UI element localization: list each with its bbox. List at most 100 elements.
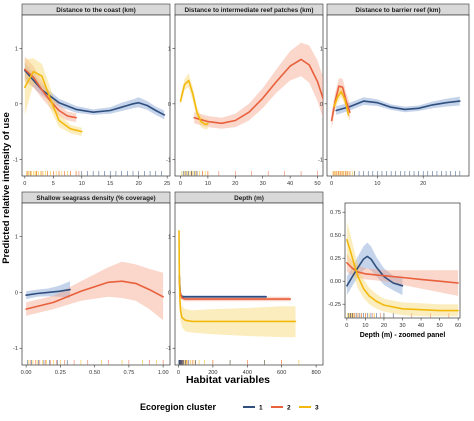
x-tick-label: 10 (362, 323, 368, 329)
series-line-2 (193, 58, 323, 125)
ci-ribbon-3 (179, 214, 296, 338)
x-tick-label: 0 (23, 181, 26, 187)
y-tick-label: -1 (166, 157, 171, 163)
panel-title: Distance to intermediate reef patches (k… (185, 7, 314, 14)
series-line-1 (346, 255, 404, 287)
legend-item-2: 2 (271, 405, 291, 412)
panel-frame (326, 14, 470, 177)
y-tick-label: 1 (15, 235, 18, 241)
plot-area (25, 261, 164, 365)
ci-ribbon-2 (179, 270, 291, 302)
ci-ribbon-2 (346, 253, 459, 296)
y-tick-label: 0 (15, 290, 18, 296)
panel-title: Shallow seagrass density (% coverage) (36, 195, 155, 202)
y-tick-label: 1 (320, 46, 323, 52)
x-tick-label: 0 (177, 370, 180, 376)
ci-ribbon-2 (24, 56, 77, 123)
legend-label-1: 1 (259, 405, 263, 412)
x-tick-label: 30 (260, 181, 266, 187)
x-tick-label: 1.00 (158, 370, 169, 376)
plot-area (179, 42, 323, 176)
x-tick-label: 15 (107, 181, 113, 187)
series-line-2 (178, 280, 292, 300)
x-tick-label: 600 (277, 370, 286, 376)
x-tick-label: 5 (52, 181, 55, 187)
panel-6: 0.75 0.50 0.25 0.00 -0.25 0 10 20 30 40 50 60 Depth … (328, 202, 461, 339)
y-tick-label: 1 (168, 46, 171, 52)
legend-label-2: 2 (287, 405, 291, 412)
legend-label-3: 3 (315, 405, 319, 412)
y-tick-label: 0 (320, 102, 323, 108)
panel-5: Depth (m) 1 0 -1 0 200 400 600 800 (166, 191, 324, 376)
panels: Distance to the coast (km)10-10 5 10 15 20 25… (13, 3, 470, 376)
x-tick-label: 50 (436, 323, 442, 329)
panel-1: Distance to the coast (km)10-10 5 10 15 20 25 (13, 3, 171, 187)
series-line-3 (178, 230, 297, 323)
x-tick-label: 10 (205, 181, 211, 187)
panel-title: Distance to the coast (km) (56, 7, 136, 14)
panel-4: Shallow seagrass density (% coverage) 1 0 -… (13, 191, 171, 376)
x-tick-label: 400 (243, 370, 252, 376)
y-tick-label: 0 (168, 290, 171, 296)
x-tick-label: 25 (164, 181, 170, 187)
x-tick-label: 0 (345, 323, 348, 329)
y-tick-label: -1 (13, 157, 18, 163)
y-axis-label: Predicted relative intensity of use (1, 112, 12, 264)
series-line-3 (333, 90, 350, 116)
ci-ribbon-2 (26, 261, 164, 321)
series-line-1 (24, 69, 166, 116)
series-line-3 (24, 70, 83, 133)
ci-ribbon-2 (331, 78, 350, 129)
x-tick-label: 0 (330, 181, 333, 187)
panel-frame (344, 202, 461, 319)
series-line-2 (25, 280, 164, 310)
panel-frame (174, 202, 324, 366)
x-tick-label: 10 (79, 181, 85, 187)
panel-2: Distance to intermediate reef patches (k… (166, 3, 324, 187)
panel-title: Distance to barrier reef (km) (355, 7, 440, 14)
x-tick-label: 10 (374, 181, 380, 187)
series-line-3 (179, 79, 209, 126)
ci-ribbon-3 (24, 58, 82, 136)
ci-ribbon-2 (194, 42, 323, 129)
panel-3: Distance to barrier reef (km)10-10 10 20 (318, 3, 470, 187)
y-tick-label: -1 (318, 157, 323, 163)
ci-ribbon-1 (346, 242, 403, 295)
series-line-3 (346, 239, 459, 312)
ci-ribbon-1 (26, 281, 71, 300)
legend-item-3: 3 (299, 405, 319, 412)
inset-x-axis-label: Depth (m) - zoomed panel (360, 332, 446, 339)
y-tick-label: 0.25 (330, 256, 341, 262)
series-line-1 (335, 100, 461, 112)
ci-ribbon-3 (346, 221, 459, 317)
y-tick-label: -0.25 (328, 302, 341, 308)
legend-title: Ecoregion cluster (140, 402, 217, 412)
series-line-1 (25, 288, 71, 296)
x-tick-label: 20 (136, 181, 142, 187)
panel-frame (174, 14, 324, 177)
x-tick-label: 200 (208, 370, 217, 376)
y-tick-label: 1 (168, 235, 171, 241)
plot-area (178, 214, 300, 365)
x-tick-label: 40 (287, 181, 293, 187)
y-tick-label: 0.50 (330, 233, 341, 239)
plot-area (346, 221, 459, 318)
x-tick-label: 0.00 (21, 370, 32, 376)
x-tick-label: 40 (418, 323, 424, 329)
x-tick-label: 20 (420, 181, 426, 187)
x-tick-label: 50 (314, 181, 320, 187)
legend: Ecoregion cluster 1 2 3 (140, 402, 319, 412)
panel-frame (21, 202, 171, 366)
x-tick-label: 60 (455, 323, 461, 329)
x-tick-label: 0.75 (123, 370, 134, 376)
x-tick-label: 800 (311, 370, 320, 376)
panel-title: Depth (m) (234, 195, 264, 202)
y-tick-label: 0 (168, 102, 171, 108)
y-tick-label: 1 (15, 46, 18, 52)
x-tick-label: 20 (232, 181, 238, 187)
x-tick-label: 0 (179, 181, 182, 187)
x-tick-label: 0.50 (89, 370, 100, 376)
plot-area (24, 56, 166, 176)
